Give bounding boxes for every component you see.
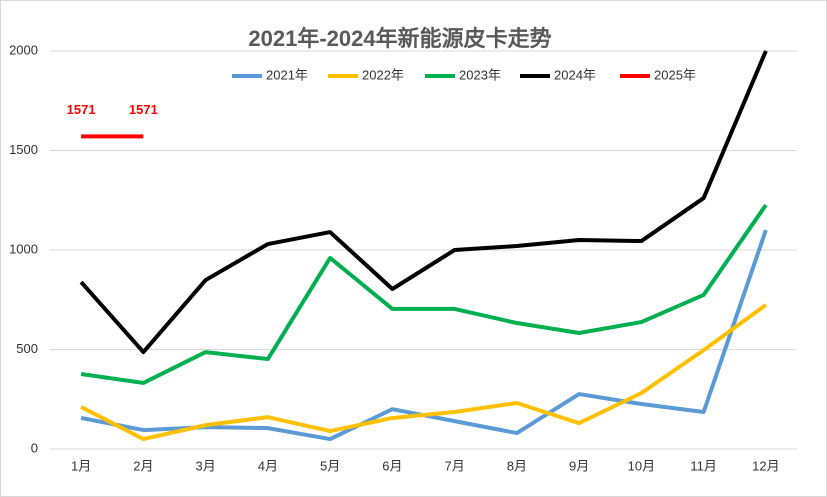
data-label: 1571 — [67, 102, 96, 117]
x-tick-label: 5月 — [320, 458, 340, 473]
x-tick-label: 10月 — [628, 458, 655, 473]
legend-label: 2022年 — [362, 67, 404, 82]
x-tick-label: 3月 — [196, 458, 216, 473]
legend-label: 2024年 — [554, 67, 596, 82]
y-tick-label: 500 — [16, 341, 38, 356]
y-tick-label: 0 — [31, 440, 38, 455]
x-tick-label: 8月 — [507, 458, 527, 473]
y-tick-label: 1500 — [9, 142, 38, 157]
x-tick-label: 11月 — [690, 458, 717, 473]
series-line — [80, 303, 768, 442]
legend-label: 2021年 — [266, 67, 308, 82]
series-line — [80, 203, 768, 385]
y-tick-label: 2000 — [9, 42, 38, 57]
y-tick-label: 1000 — [9, 241, 38, 256]
x-tick-label: 9月 — [569, 458, 589, 473]
x-tick-label: 12月 — [752, 458, 779, 473]
x-tick-label: 6月 — [382, 458, 402, 473]
legend-label: 2025年 — [654, 67, 696, 82]
x-tick-label: 4月 — [258, 458, 278, 473]
x-tick-label: 2月 — [133, 458, 153, 473]
x-tick-label: 1月 — [71, 458, 91, 473]
x-tick-label: 7月 — [445, 458, 465, 473]
legend-label: 2023年 — [459, 67, 501, 82]
chart-title: 2021年-2024年新能源皮卡走势 — [248, 26, 551, 51]
series-line — [79, 50, 768, 355]
data-label: 1571 — [129, 102, 158, 117]
